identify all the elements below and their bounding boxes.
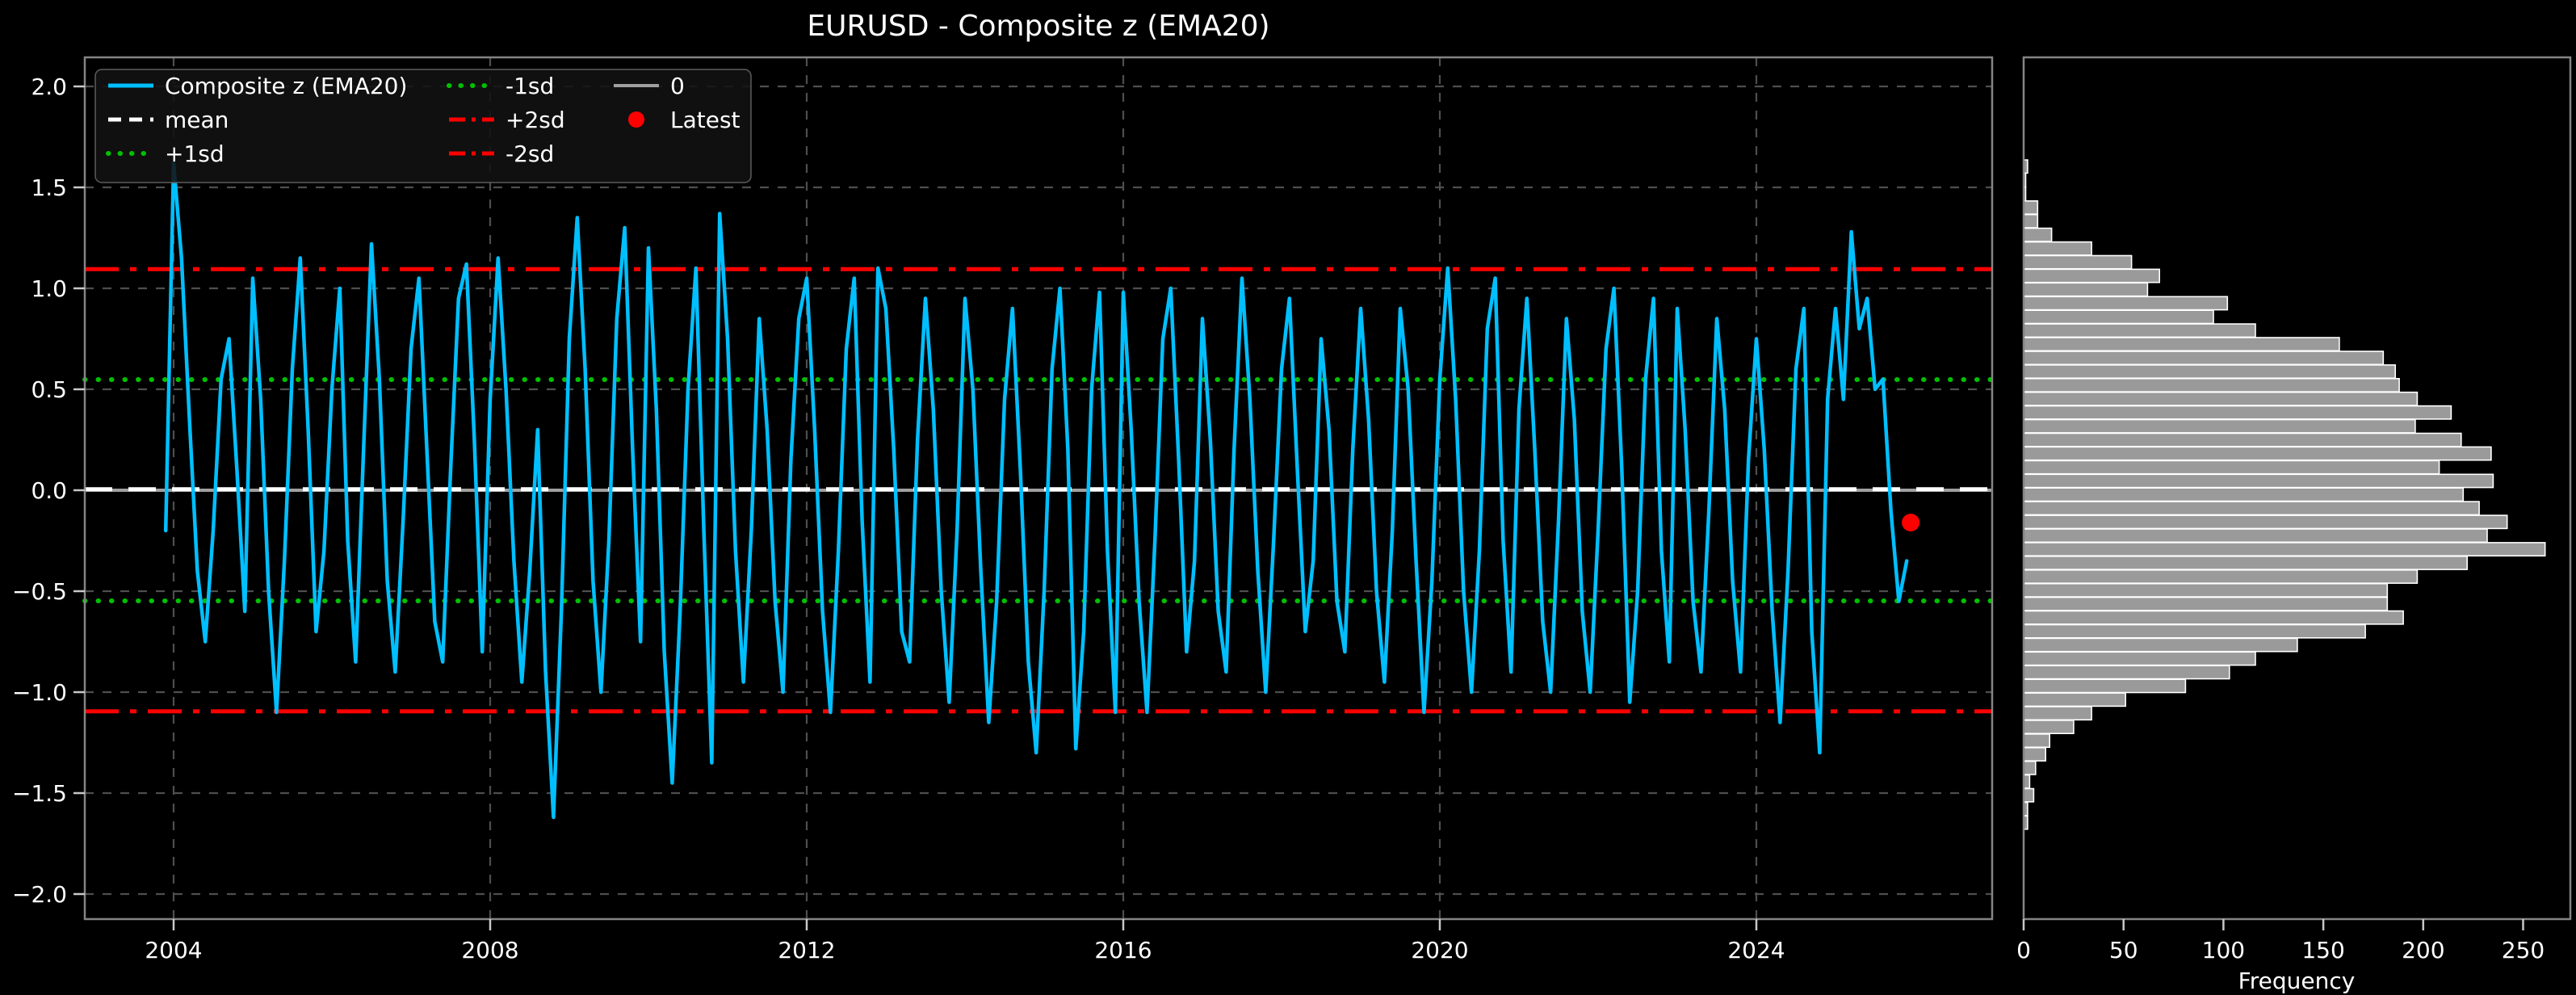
hist-bar	[2023, 213, 2039, 229]
hist-bar	[2023, 364, 2397, 379]
hist-bar	[2023, 746, 2047, 762]
legend-label: -2sd	[506, 141, 554, 167]
hist-bar	[2023, 296, 2229, 311]
hist-bar	[2023, 582, 2389, 598]
hist-bar	[2023, 254, 2133, 270]
hist-x-tick-label: 50	[2109, 937, 2138, 964]
y-tick-label: 1.5	[31, 174, 67, 201]
hist-bar	[2023, 337, 2340, 352]
legend-label: Composite z (EMA20)	[165, 73, 407, 99]
hist-bar	[2023, 241, 2092, 256]
chart-title: EURUSD - Composite z (EMA20)	[807, 10, 1269, 43]
hist-x-tick-label: 100	[2202, 937, 2245, 964]
legend-label: -1sd	[506, 73, 554, 99]
legend-label: mean	[165, 107, 229, 133]
hist-bar	[2023, 501, 2480, 516]
hist-bar	[2023, 651, 2256, 666]
y-tick-label: 1.0	[31, 275, 67, 302]
hist-bar	[2023, 514, 2508, 530]
hist-x-tick-label: 150	[2301, 937, 2344, 964]
hist-bar	[2023, 405, 2452, 420]
hist-bar	[2023, 282, 2149, 297]
hist-x-tick-label: 250	[2502, 937, 2545, 964]
hist-bar	[2023, 268, 2160, 283]
y-tick-label: 2.0	[31, 73, 67, 100]
legend-label: +1sd	[165, 141, 224, 167]
hist-xaxis-label: Frequency	[2238, 968, 2356, 994]
hist-bar	[2023, 569, 2419, 584]
y-tick-label: −1.5	[12, 780, 67, 807]
legend-label: 0	[670, 73, 685, 99]
hist-bar	[2023, 227, 2053, 242]
latest-point-marker	[1902, 514, 1920, 531]
x-tick-label: 2020	[1411, 937, 1468, 964]
hist-bar	[2023, 665, 2230, 680]
y-tick-label: 0.0	[31, 477, 67, 504]
hist-bar	[2023, 351, 2385, 366]
hist-axes-spine	[2022, 56, 2572, 921]
x-tick-label: 2016	[1094, 937, 1152, 964]
hist-bar	[2023, 432, 2462, 447]
data-layer	[163, 159, 2546, 830]
text-layer: EURUSD - Composite z (EMA20) Frequency 2…	[12, 10, 2545, 994]
hist-bar	[2023, 200, 2039, 215]
ref-lines-layer	[82, 267, 1995, 714]
hist-x-tick-label: 200	[2402, 937, 2444, 964]
hist-bar	[2023, 637, 2298, 653]
hist-bar	[2023, 596, 2389, 611]
hist-bar	[2023, 418, 2416, 434]
hist-bar	[2023, 391, 2419, 406]
legend-label: +2sd	[506, 107, 565, 133]
hist-bar	[2023, 460, 2440, 475]
hist-bar	[2023, 787, 2035, 803]
x-tick-label: 2008	[461, 937, 518, 964]
y-tick-label: −1.0	[12, 679, 67, 706]
hist-bar	[2023, 446, 2492, 461]
hist-bar	[2023, 323, 2256, 338]
y-tick-label: 0.5	[31, 376, 67, 403]
hist-x-tick-label: 0	[2016, 937, 2031, 964]
hist-bar	[2023, 692, 2126, 707]
legend: Composite z (EMA20) mean +1sd -1sd +2sd -2sd 0…	[94, 69, 752, 183]
hist-bar	[2023, 733, 2051, 749]
hist-bar	[2023, 623, 2366, 639]
hist-bar	[2023, 542, 2546, 557]
composite-z-series	[163, 161, 1909, 820]
main-axes-spine	[83, 56, 1994, 921]
hist-bar	[2023, 473, 2494, 489]
y-tick-label: −2.0	[12, 881, 67, 908]
x-tick-label: 2004	[145, 937, 202, 964]
x-tick-label: 2012	[778, 937, 835, 964]
hist-bar	[2023, 555, 2469, 570]
legend-label: Latest	[670, 107, 740, 133]
hist-bar	[2023, 377, 2400, 393]
hist-bar	[2023, 487, 2465, 502]
hist-bar	[2023, 610, 2404, 625]
axes-layer	[73, 56, 2572, 930]
hist-bar	[2023, 309, 2214, 325]
y-tick-label: −0.5	[12, 578, 67, 605]
hist-bar	[2023, 678, 2187, 694]
hist-bar	[2023, 760, 2037, 775]
x-tick-label: 2024	[1727, 937, 1785, 964]
hist-bar	[2023, 528, 2488, 544]
hist-bar	[2023, 706, 2092, 721]
legend-box	[94, 69, 752, 183]
legend-marker-latest	[628, 111, 644, 128]
hist-bar	[2023, 720, 2075, 735]
